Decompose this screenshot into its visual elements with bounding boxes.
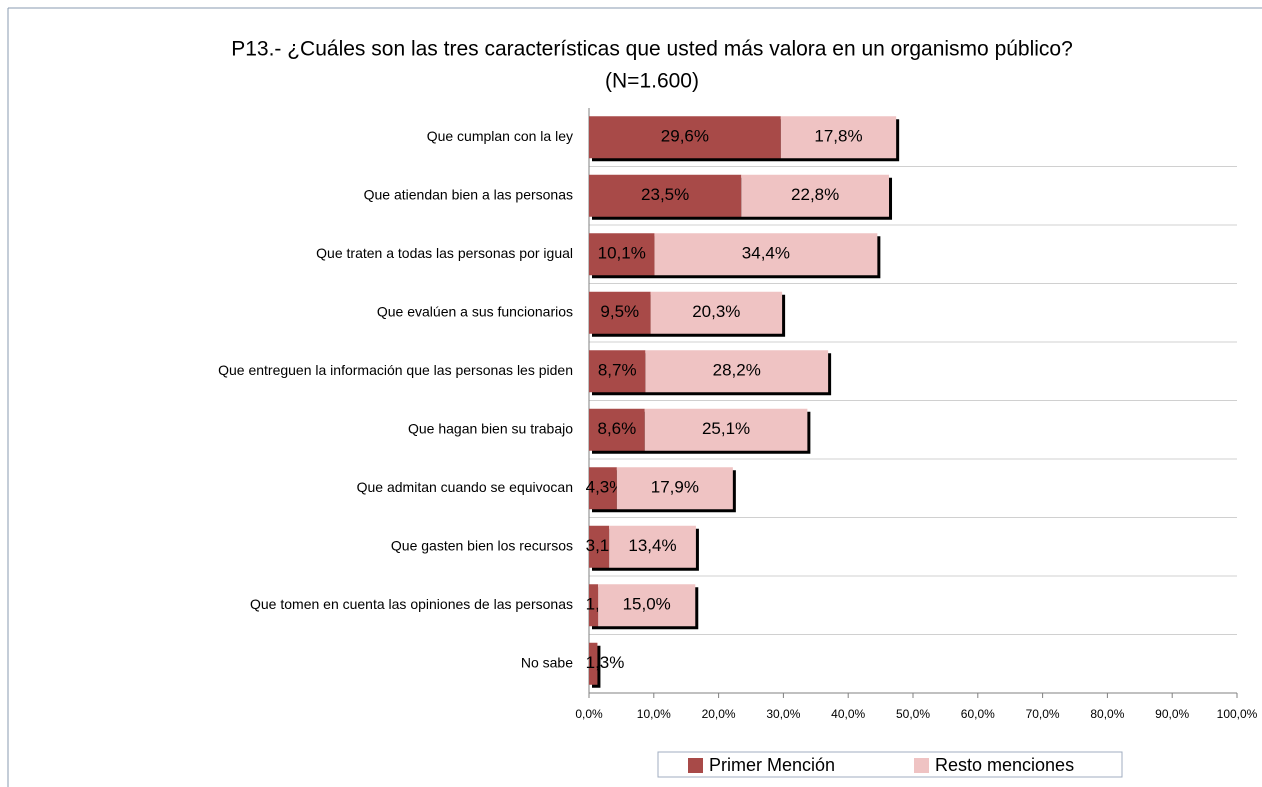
bar-segment: [589, 408, 645, 451]
bar-segment: [780, 116, 897, 159]
legend-box: [657, 751, 1123, 778]
bar-segment: [598, 584, 696, 627]
x-tick-label: 40,0%: [831, 707, 865, 721]
x-tick-label: 60,0%: [961, 707, 995, 721]
bar-segment: [589, 525, 610, 568]
x-tick-label: 100,0%: [1217, 707, 1258, 721]
x-tick-label: 90,0%: [1155, 707, 1189, 721]
bar-segment: [589, 174, 742, 217]
y-tick-label: Que entreguen la información que las per…: [218, 362, 573, 378]
y-tick-label: No sabe: [521, 654, 573, 670]
y-tick-label: Que atiendan bien a las personas: [364, 186, 573, 202]
y-tick-label: Que tomen en cuenta las opiniones de las…: [250, 596, 573, 612]
legend-swatch: [688, 758, 703, 773]
bar-segment: [650, 291, 783, 334]
bar-segment: [609, 525, 696, 568]
data-label: 34,4%: [742, 244, 790, 263]
bar-segment: [589, 584, 599, 627]
data-label: 23,5%: [641, 185, 689, 204]
y-tick-label: Que evalúen a sus funcionarios: [377, 303, 573, 319]
data-label: 9,5%: [600, 302, 639, 321]
bar-segment: [645, 350, 829, 393]
data-label: 15,0%: [623, 595, 671, 614]
y-tick-label: Que cumplan con la ley: [427, 128, 573, 144]
data-label: 8,7%: [598, 361, 637, 380]
legend-swatch: [914, 758, 929, 773]
data-label: 29,6%: [661, 127, 709, 146]
y-tick-label: Que gasten bien los recursos: [391, 537, 573, 553]
bar-segment: [589, 233, 655, 276]
x-tick-label: 80,0%: [1090, 707, 1124, 721]
y-tick-label: Que admitan cuando se equivocan: [357, 479, 573, 495]
bar-segment: [589, 350, 646, 393]
x-tick-label: 30,0%: [766, 707, 800, 721]
bar-segment: [589, 291, 651, 334]
data-label: 1,3%: [586, 653, 625, 672]
data-label: 20,3%: [692, 302, 740, 321]
x-tick-label: 0,0%: [575, 707, 603, 721]
x-tick-label: 50,0%: [896, 707, 930, 721]
bar-segment: [589, 116, 781, 159]
bar-segment: [616, 467, 733, 510]
data-label: 13,4%: [628, 536, 676, 555]
x-tick-label: 20,0%: [702, 707, 736, 721]
x-tick-label: 10,0%: [637, 707, 671, 721]
data-label: 25,1%: [702, 419, 750, 438]
bar-segment: [589, 642, 598, 685]
data-label: 22,8%: [791, 185, 839, 204]
bar-segment: [589, 467, 617, 510]
bar-segment: [644, 408, 808, 451]
data-label: 17,8%: [814, 127, 862, 146]
data-label: 8,6%: [597, 419, 636, 438]
bar-segment: [741, 174, 890, 217]
data-label: 28,2%: [713, 361, 761, 380]
bar-segment: [654, 233, 878, 276]
legend-label: Resto menciones: [935, 755, 1074, 775]
chart-title: P13.- ¿Cuáles son las tres característic…: [231, 38, 1073, 61]
data-label: 17,9%: [651, 478, 699, 497]
y-tick-label: Que hagan bien su trabajo: [408, 420, 573, 436]
legend-label: Primer Mención: [709, 755, 835, 775]
data-label: 10,1%: [598, 244, 646, 263]
chart-subtitle: (N=1.600): [605, 70, 699, 93]
data-label: 4,3%: [586, 478, 625, 497]
x-tick-label: 70,0%: [1026, 707, 1060, 721]
y-tick-label: Que traten a todas las personas por igua…: [316, 245, 573, 261]
